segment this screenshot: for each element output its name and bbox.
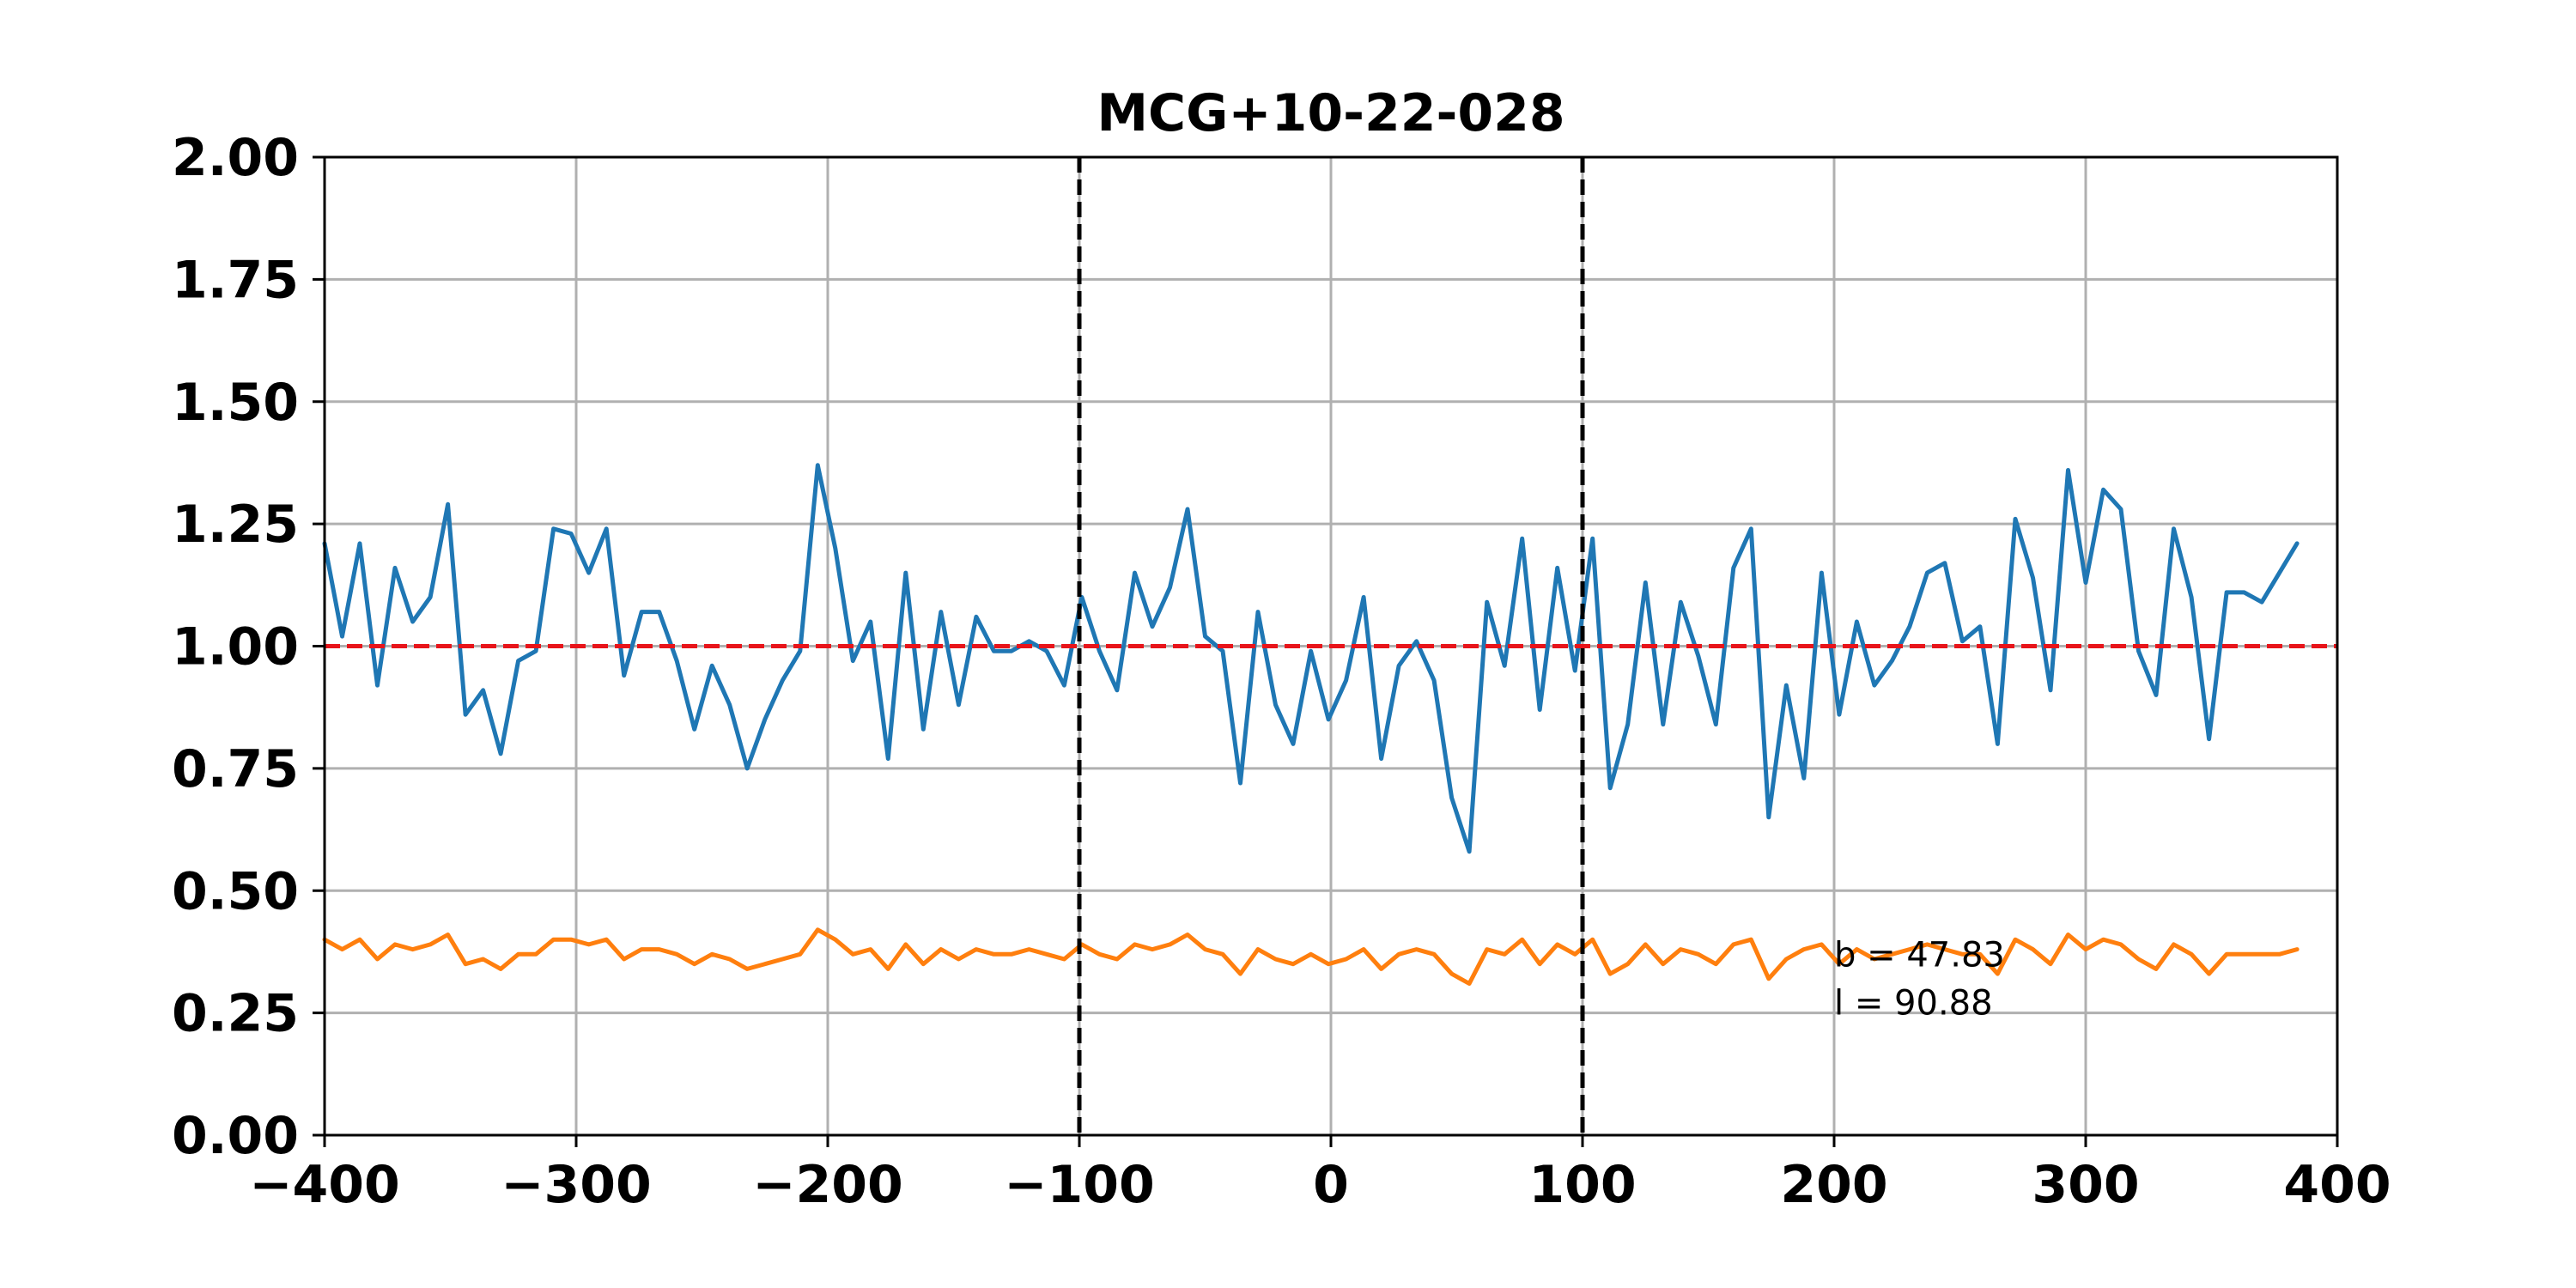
x-tick-label: 0 (1313, 1155, 1349, 1215)
x-tick-label: 100 (1528, 1155, 1636, 1215)
x-tick-label: 300 (2032, 1155, 2139, 1215)
annotation-latitude: b = 47.83 (1834, 935, 2005, 975)
series-line-0 (322, 463, 2300, 854)
x-tick-label: 400 (2283, 1155, 2391, 1215)
y-tick-label: 1.25 (172, 495, 299, 555)
series-lines (322, 463, 2300, 986)
y-tick-label: 0.75 (172, 739, 299, 799)
y-tick-label: 1.50 (172, 373, 299, 433)
y-tick-label: 1.75 (172, 250, 299, 310)
annotation-longitude: l = 90.88 (1834, 983, 1993, 1023)
x-tick-label: −200 (752, 1155, 903, 1215)
y-axis-tick-labels: 0.00 0.25 0.50 0.75 1.00 1.25 1.50 1.75 2.00 (172, 128, 299, 1166)
series-line-1 (322, 927, 2300, 986)
x-tick-label: −400 (249, 1155, 400, 1215)
y-tick-label: 2.00 (172, 128, 299, 188)
x-tick-label: 200 (1780, 1155, 1887, 1215)
x-tick-label: −300 (501, 1155, 652, 1215)
x-tick-label: −100 (1004, 1155, 1155, 1215)
reference-lines (325, 157, 2337, 1135)
y-tick-label: 0.00 (172, 1106, 299, 1166)
y-tick-label: 0.25 (172, 984, 299, 1044)
chart-title: MCG+10-22-028 (1097, 83, 1564, 143)
y-tick-label: 1.00 (172, 617, 299, 677)
y-tick-label: 0.50 (172, 861, 299, 921)
axis-ticks (313, 155, 2339, 1147)
x-axis-tick-labels: −400 −300 −200 −100 0 100 200 300 400 (249, 1155, 2391, 1215)
